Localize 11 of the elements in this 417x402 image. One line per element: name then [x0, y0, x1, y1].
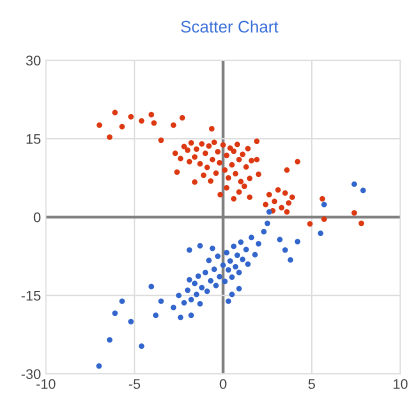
y-tick-label: 30: [26, 56, 40, 66]
chart-title: Scatter Chart: [181, 20, 278, 33]
x-tick-label: -10: [36, 379, 56, 389]
y-tick-label: 15: [26, 134, 40, 144]
x-tick-label: -5: [128, 379, 140, 389]
y-tick-label: -30: [22, 369, 40, 380]
y-tick-label: -15: [22, 290, 40, 301]
x-tick-label: 5: [308, 379, 315, 389]
y-tick-label: 0: [34, 212, 40, 222]
x-tick-label: 10: [394, 379, 408, 389]
x-tick-label: 0: [220, 379, 226, 389]
